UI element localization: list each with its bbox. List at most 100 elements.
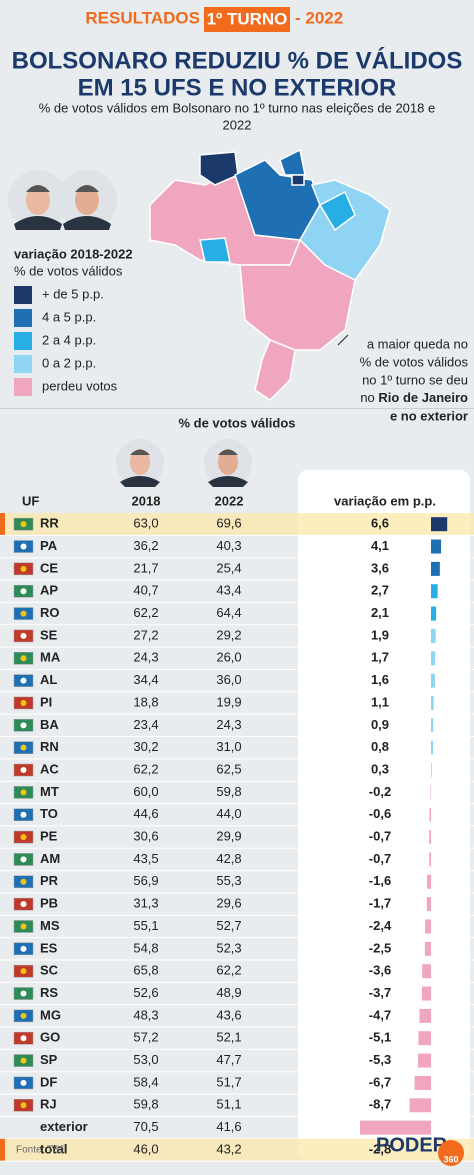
uf: AM bbox=[40, 851, 60, 866]
variation-label: -0,7 bbox=[369, 829, 391, 844]
variation-label: 3,6 bbox=[371, 560, 389, 575]
variation-label: -1,7 bbox=[369, 896, 391, 911]
subtitle: % de votos válidos em Bolsonaro no 1º tu… bbox=[39, 100, 435, 115]
variation-label: -0,2 bbox=[369, 784, 391, 799]
value-2022: 29,9 bbox=[216, 829, 241, 844]
value-2022: 36,0 bbox=[216, 672, 241, 687]
legend: + de 5 p.p. 4 a 5 p.p. 2 a 4 p.p. 0 a 2 p.p… bbox=[14, 286, 118, 396]
uf: MA bbox=[40, 650, 61, 665]
separator bbox=[0, 408, 474, 409]
bar bbox=[431, 628, 436, 643]
logo: PODER bbox=[376, 1134, 448, 1156]
value-2022: 51,1 bbox=[216, 1097, 241, 1112]
variation-label: -5,1 bbox=[369, 1030, 391, 1045]
value-2018: 24,3 bbox=[133, 650, 158, 665]
uf: AL bbox=[40, 672, 57, 687]
bar bbox=[360, 1120, 431, 1135]
variation-label: 0,8 bbox=[371, 739, 389, 754]
variation-label: -2,5 bbox=[369, 940, 391, 955]
flag-emblem bbox=[20, 722, 27, 729]
annotation-line: % de votos válidos bbox=[360, 354, 469, 369]
variation-label: 2,1 bbox=[371, 605, 389, 620]
annotation-text: no bbox=[360, 390, 374, 405]
subtitle: 2022 bbox=[223, 117, 252, 132]
value-2018: 30,6 bbox=[133, 829, 158, 844]
title: EM 15 UFS E NO EXTERIOR bbox=[78, 74, 397, 101]
value-2022: 52,7 bbox=[216, 918, 241, 933]
variation-label: -3,7 bbox=[369, 985, 391, 1000]
value-2022: 26,0 bbox=[216, 650, 241, 665]
value-2018: 36,2 bbox=[133, 538, 158, 553]
uf: MG bbox=[40, 1007, 61, 1022]
bar bbox=[431, 718, 434, 733]
uf: GO bbox=[40, 1030, 60, 1045]
variation-label: 4,1 bbox=[371, 538, 389, 553]
value-2022: 69,6 bbox=[216, 516, 241, 531]
value-2022: 41,6 bbox=[216, 1119, 241, 1134]
table-body: RR 63,0 69,6 6,6 PA 36,2 40,3 4,1 CE 21,7 25,4 3,6 A… bbox=[0, 513, 474, 1162]
uf: MS bbox=[40, 918, 60, 933]
bar bbox=[419, 1008, 431, 1023]
value-2018: 52,6 bbox=[133, 985, 158, 1000]
variation-label: -2,4 bbox=[369, 918, 392, 933]
uf: SE bbox=[40, 627, 58, 642]
bar bbox=[431, 606, 437, 621]
bar bbox=[431, 584, 438, 599]
variation-label: -3,6 bbox=[369, 963, 391, 978]
value-2018: 30,2 bbox=[133, 739, 158, 754]
value-2018: 18,8 bbox=[133, 694, 158, 709]
flag-emblem bbox=[20, 744, 27, 751]
flag-emblem bbox=[20, 767, 27, 774]
bar bbox=[426, 897, 431, 912]
bar bbox=[422, 964, 431, 979]
variation-label: 1,7 bbox=[371, 650, 389, 665]
flag-emblem bbox=[20, 588, 27, 595]
uf: RJ bbox=[40, 1097, 57, 1112]
flag-emblem bbox=[20, 632, 27, 639]
value-2018: 54,8 bbox=[133, 940, 158, 955]
column-header: variação em p.p. bbox=[334, 493, 436, 508]
value-2018: 21,7 bbox=[133, 560, 158, 575]
value-2018: 70,5 bbox=[133, 1119, 158, 1134]
uf: PE bbox=[40, 829, 58, 844]
annotation-line: no 1º turno se deu bbox=[362, 372, 468, 387]
value-2018: 59,8 bbox=[133, 1097, 158, 1112]
portraits bbox=[8, 170, 117, 230]
bar bbox=[431, 651, 436, 666]
variation-label: -0,7 bbox=[369, 851, 391, 866]
value-2022: 44,0 bbox=[216, 806, 241, 821]
uf: RN bbox=[40, 739, 59, 754]
value-2022: 52,3 bbox=[216, 940, 241, 955]
uf: SP bbox=[40, 1052, 58, 1067]
value-2018: 58,4 bbox=[133, 1074, 158, 1089]
flag-emblem bbox=[20, 923, 27, 930]
bar bbox=[431, 539, 442, 554]
legend-label: + de 5 p.p. bbox=[42, 286, 104, 301]
value-2022: 51,7 bbox=[216, 1074, 241, 1089]
value-2022: 24,3 bbox=[216, 717, 241, 732]
legend-label: 0 a 2 p.p. bbox=[42, 355, 96, 370]
value-2018: 34,4 bbox=[133, 672, 158, 687]
legend-label: 2 a 4 p.p. bbox=[42, 332, 96, 347]
uf: DF bbox=[40, 1074, 57, 1089]
flag-emblem bbox=[20, 677, 27, 684]
bar bbox=[429, 852, 431, 867]
title: BOLSONARO REDUZIU % DE VÁLIDOS bbox=[12, 46, 463, 74]
flag-emblem bbox=[20, 565, 27, 572]
legend-swatch bbox=[14, 286, 32, 304]
value-2018: 62,2 bbox=[133, 761, 158, 776]
variation-label: -0,6 bbox=[369, 806, 391, 821]
uf: AP bbox=[40, 583, 58, 598]
bar bbox=[431, 763, 432, 778]
bar bbox=[431, 561, 440, 576]
legend-label: 4 a 5 p.p. bbox=[42, 309, 96, 324]
uf: ES bbox=[40, 940, 58, 955]
flag-emblem bbox=[20, 521, 27, 528]
bar bbox=[429, 830, 431, 845]
value-2022: 52,1 bbox=[216, 1030, 241, 1045]
kicker-box bbox=[204, 7, 290, 32]
bar bbox=[424, 941, 431, 956]
bar bbox=[417, 1053, 431, 1068]
variation-label: -1,6 bbox=[369, 873, 391, 888]
